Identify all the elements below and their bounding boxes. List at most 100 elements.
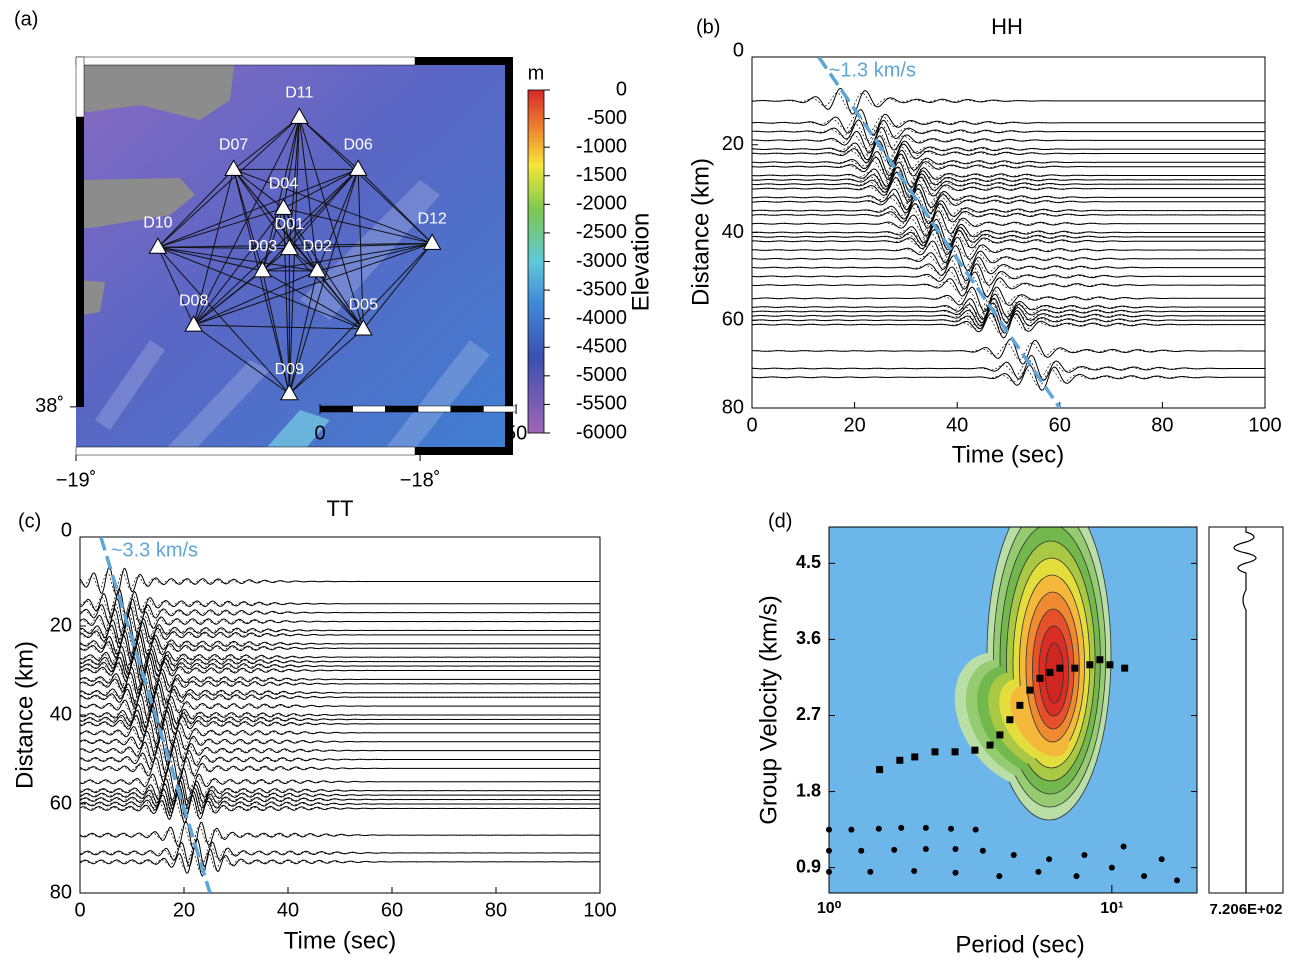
colorbar-tick-label: -5500 [576, 393, 627, 415]
spectral-point [1046, 856, 1053, 863]
trace [752, 183, 1265, 211]
path-line [282, 208, 290, 394]
dispersion-point [1096, 656, 1104, 664]
scale-segment [352, 405, 386, 413]
station [148, 237, 168, 254]
chart-title: TT [327, 496, 354, 521]
trace [80, 744, 600, 776]
dispersion-point [971, 746, 979, 754]
dispersion-point [1006, 716, 1014, 724]
spectral-point [1081, 851, 1088, 858]
dispersion-point [996, 731, 1004, 739]
dispersion-point [986, 741, 994, 749]
path-line [193, 242, 433, 326]
station [274, 198, 293, 215]
spectral-point [1108, 864, 1115, 871]
trace [752, 229, 1265, 256]
path-line [282, 117, 300, 209]
station [184, 315, 204, 332]
path-line [298, 117, 364, 330]
trace [752, 236, 1265, 264]
trace [80, 794, 600, 824]
trace [80, 598, 600, 629]
trace [80, 641, 600, 672]
path-line [157, 246, 290, 250]
path-line [283, 207, 433, 244]
spectral-point [972, 826, 979, 833]
path-line [283, 208, 364, 330]
station [348, 159, 368, 176]
y-tick-label: 80 [722, 396, 744, 418]
dispersion-point [1026, 686, 1034, 694]
velocity-annotation: ~1.3 km/s [829, 59, 916, 81]
trace [752, 87, 1265, 115]
path-line [233, 169, 263, 272]
colorbar-tick-label: -5000 [576, 364, 627, 386]
trace [752, 245, 1265, 272]
dispersion-point [1016, 701, 1024, 709]
trace [80, 677, 600, 709]
station-label: D04 [269, 176, 298, 193]
record-section-panel: (b) HH Time (sec) Distance (km) 0 20 40 60 8… [687, 14, 1281, 469]
trace [752, 176, 1265, 203]
trace [752, 140, 1265, 167]
station [307, 260, 327, 278]
y-tick-label: 40 [50, 703, 72, 725]
contour [1045, 642, 1064, 704]
trace [752, 263, 1265, 290]
path-line [362, 243, 433, 330]
path-line [357, 169, 433, 244]
trace [80, 837, 600, 868]
station [422, 233, 442, 250]
path-line [233, 168, 433, 244]
station [353, 319, 373, 336]
x-tick-label: 40 [277, 899, 299, 921]
spectral-point [1141, 873, 1148, 880]
dispersion-point [1086, 661, 1094, 669]
station-label: D01 [275, 216, 304, 233]
station [279, 383, 299, 401]
path-line [262, 270, 290, 394]
record-section-panel: (c) TT Time (sec) Distance (km) 0 20 40 60 8… [11, 496, 616, 955]
velocity-line [817, 57, 1062, 408]
scale-segment [385, 405, 419, 413]
x-tick-label: 10⁰ [817, 900, 842, 917]
trace [80, 655, 600, 687]
trace [80, 775, 600, 806]
x-tick-label: 80 [485, 899, 507, 921]
dispersion-point [1121, 664, 1129, 672]
trace [752, 338, 1265, 365]
x-tick-label: 40 [946, 414, 968, 436]
trace [752, 188, 1265, 214]
trace [752, 255, 1265, 282]
scale-segment [319, 405, 353, 413]
trace [80, 726, 600, 757]
x-tick-label: 0 [74, 899, 85, 921]
colorbar-tick-label: -3500 [576, 278, 627, 300]
spectral-point [911, 868, 918, 875]
velocity-annotation: ~3.3 km/s [111, 539, 198, 561]
frame [76, 117, 84, 407]
y-tick-label: 0.9 [796, 856, 821, 876]
path-line [288, 248, 364, 330]
trace [752, 161, 1265, 188]
path-line [157, 168, 359, 248]
dispersion-point [931, 748, 939, 756]
trace [80, 668, 600, 699]
station-label: D07 [219, 137, 248, 154]
scale-segment [417, 405, 452, 413]
trace [80, 587, 600, 620]
station-label: D08 [179, 292, 208, 309]
path-line [193, 208, 284, 326]
trace-synthetic [752, 369, 1265, 387]
spectral-point [1073, 873, 1080, 880]
trace [80, 784, 600, 815]
station-label: D03 [248, 238, 277, 255]
path-line [289, 328, 364, 395]
dispersion-point [1056, 664, 1064, 672]
y-axis-label: Distance (km) [687, 158, 714, 306]
traces [752, 57, 1265, 408]
x-tick-label: −19˚ [56, 469, 97, 491]
trace [752, 119, 1265, 146]
colorbar-tick-label: -4500 [576, 336, 627, 358]
